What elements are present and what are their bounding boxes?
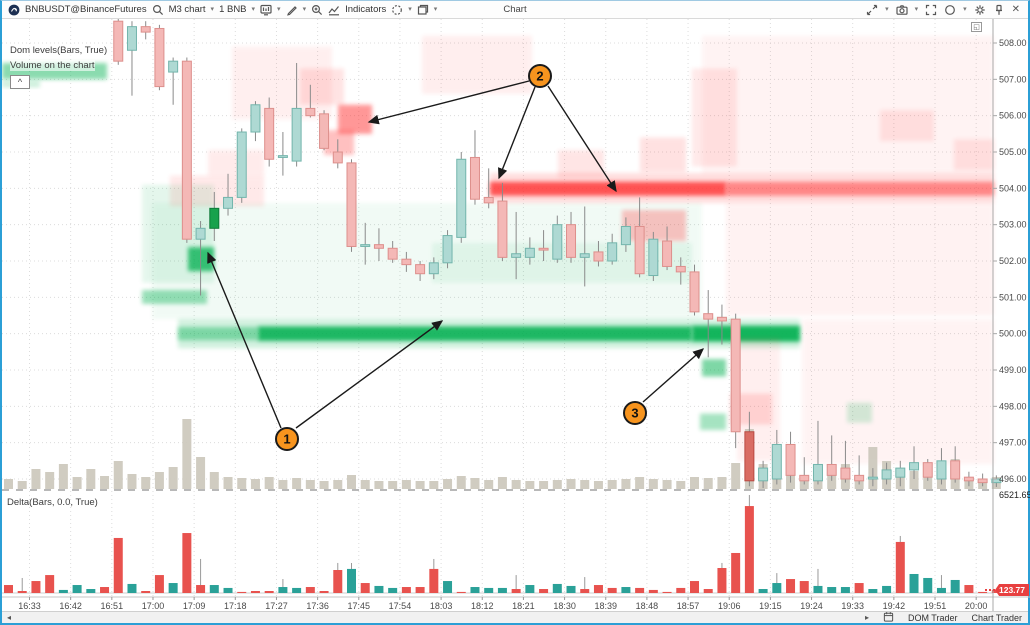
svg-text:19:15: 19:15 xyxy=(759,601,782,611)
svg-text:19:24: 19:24 xyxy=(800,601,823,611)
svg-text:18:03: 18:03 xyxy=(430,601,453,611)
app-logo-icon[interactable] xyxy=(8,4,20,16)
svg-text:499.00: 499.00 xyxy=(999,365,1027,375)
volume-unit-select[interactable]: 1 BNB xyxy=(219,4,247,15)
svg-text:19:51: 19:51 xyxy=(924,601,947,611)
pin-icon[interactable] xyxy=(993,4,1005,16)
svg-text:18:39: 18:39 xyxy=(594,601,617,611)
svg-text:18:21: 18:21 xyxy=(512,601,535,611)
chevron-down-icon[interactable]: ▾ xyxy=(302,6,307,13)
indicator-label-delta[interactable]: Delta(Bars, 0.0, True) xyxy=(7,497,98,508)
close-icon[interactable]: ✕ xyxy=(1011,3,1020,15)
svg-text:507.00: 507.00 xyxy=(999,74,1027,84)
svg-text:497.00: 497.00 xyxy=(999,438,1027,448)
svg-text:503.00: 503.00 xyxy=(999,220,1027,230)
svg-text:17:09: 17:09 xyxy=(183,601,206,611)
svg-text:18:30: 18:30 xyxy=(553,601,576,611)
svg-text:17:27: 17:27 xyxy=(265,601,288,611)
svg-text:1: 1 xyxy=(283,432,290,447)
dom-heat-zones xyxy=(2,35,994,465)
zoom-in-icon[interactable] xyxy=(311,4,323,16)
delta-bars xyxy=(4,495,1001,593)
svg-text:498.00: 498.00 xyxy=(999,401,1027,411)
circle-menu-icon[interactable] xyxy=(944,4,956,16)
dashed-circle-icon[interactable] xyxy=(391,4,403,16)
candles xyxy=(113,19,1002,489)
drawing-tools-icon[interactable] xyxy=(286,4,298,16)
indicator-chart-icon[interactable] xyxy=(328,4,340,16)
svg-text:508.00: 508.00 xyxy=(999,38,1027,48)
window-layout-icon[interactable] xyxy=(417,4,429,16)
dom-trader-button[interactable]: DOM Trader xyxy=(907,612,958,623)
svg-text:17:36: 17:36 xyxy=(306,601,329,611)
calendar-icon[interactable] xyxy=(883,611,894,624)
svg-text:17:00: 17:00 xyxy=(142,601,165,611)
svg-text:502.00: 502.00 xyxy=(999,256,1027,266)
chart-area[interactable]: 508.00 507.00 506.00 505.00 504.00 503.00 502.… xyxy=(2,19,1030,611)
search-icon[interactable] xyxy=(152,4,164,16)
panel-maximize-icon[interactable]: ◱ xyxy=(971,22,982,32)
delta-axis-max-label: 6521.65 xyxy=(999,490,1030,500)
svg-text:17:18: 17:18 xyxy=(224,601,247,611)
toolbar: BNBUSDT@BinanceFutures M3 chart ▾ 1 BNB … xyxy=(2,1,1028,19)
svg-text:504.00: 504.00 xyxy=(999,183,1027,193)
price-axis: 508.00 507.00 506.00 505.00 504.00 503.00 502.… xyxy=(992,19,1027,611)
chevron-down-icon[interactable]: ▾ xyxy=(885,6,889,13)
fullscreen-icon[interactable] xyxy=(925,4,937,16)
chevron-down-icon[interactable]: ▾ xyxy=(914,6,919,13)
scroll-right-icon[interactable]: ▸ xyxy=(864,613,869,622)
chevron-down-icon[interactable]: ▾ xyxy=(408,6,412,13)
scroll-left-icon[interactable]: ◂ xyxy=(7,613,12,622)
indicator-label-dom-levels[interactable]: Dom levels(Bars, True) xyxy=(10,45,108,56)
chevron-down-icon[interactable]: ▾ xyxy=(963,6,967,13)
chevron-down-icon[interactable]: ▾ xyxy=(277,6,281,13)
chart-type-icon[interactable] xyxy=(260,4,272,16)
svg-text:496.00: 496.00 xyxy=(999,474,1027,484)
resize-diagonal-icon[interactable] xyxy=(866,4,878,16)
svg-text:3: 3 xyxy=(631,406,638,421)
indicator-label-volume[interactable]: Volume on the chart xyxy=(10,60,95,71)
annotations: 1 2 3 xyxy=(207,64,705,451)
chevron-down-icon[interactable]: ▾ xyxy=(251,6,256,13)
svg-text:16:42: 16:42 xyxy=(59,601,82,611)
svg-text:506.00: 506.00 xyxy=(999,111,1027,121)
svg-text:505.00: 505.00 xyxy=(999,147,1027,157)
svg-text:19:42: 19:42 xyxy=(883,601,906,611)
svg-text:17:45: 17:45 xyxy=(348,601,371,611)
chevron-down-icon[interactable]: ▾ xyxy=(210,6,215,13)
price-chart-svg[interactable]: 508.00 507.00 506.00 505.00 504.00 503.00 502.… xyxy=(2,19,1030,611)
timeframe-select[interactable]: M3 chart xyxy=(168,4,206,15)
delta-current-value-badge: 123.77 xyxy=(995,584,1029,596)
svg-text:20:00: 20:00 xyxy=(965,601,988,611)
indicators-button[interactable]: Indicators xyxy=(345,4,387,15)
svg-text:18:48: 18:48 xyxy=(636,601,659,611)
collapse-indicators-button[interactable]: ^ xyxy=(10,75,30,89)
chart-trader-button[interactable]: Chart Trader xyxy=(971,612,1022,623)
svg-text:2: 2 xyxy=(536,69,543,84)
svg-text:17:54: 17:54 xyxy=(389,601,412,611)
symbol-label[interactable]: BNBUSDT@BinanceFutures xyxy=(25,4,147,15)
status-bar: ◂ ▸ DOM Trader Chart Trader xyxy=(2,611,1028,623)
camera-icon[interactable] xyxy=(895,4,908,16)
svg-text:19:06: 19:06 xyxy=(718,601,741,611)
svg-text:16:33: 16:33 xyxy=(18,601,41,611)
svg-text:18:12: 18:12 xyxy=(471,601,494,611)
svg-text:19:33: 19:33 xyxy=(841,601,864,611)
svg-text:500.00: 500.00 xyxy=(999,329,1027,339)
svg-text:16:51: 16:51 xyxy=(101,601,124,611)
chevron-down-icon[interactable]: ▾ xyxy=(433,6,438,13)
svg-text:501.00: 501.00 xyxy=(999,292,1027,302)
gear-icon[interactable] xyxy=(974,4,986,16)
delta-current-marker-line xyxy=(985,589,995,591)
time-axis: 16:33 16:42 16:51 17:00 17:09 17:18 17:27 17:36… xyxy=(18,597,987,611)
svg-text:18:57: 18:57 xyxy=(677,601,700,611)
